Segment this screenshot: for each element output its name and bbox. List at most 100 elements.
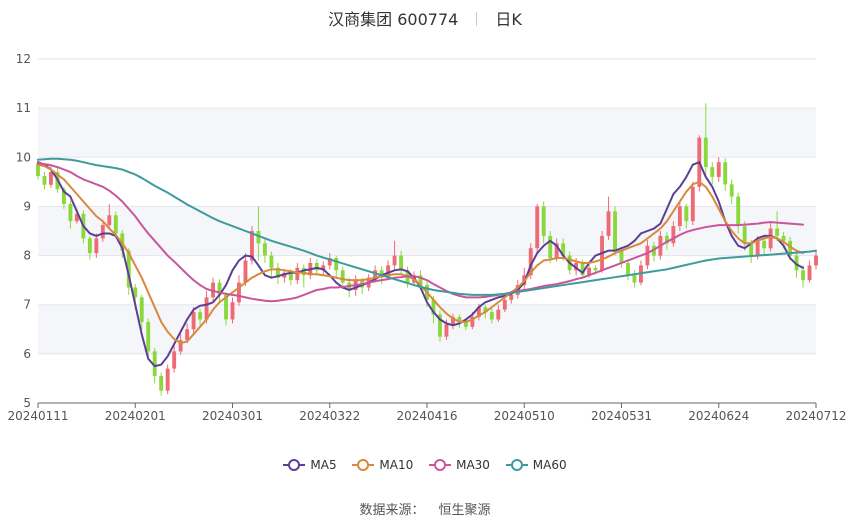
candle-body (457, 317, 462, 322)
candle-body (42, 175, 47, 185)
candle-body (613, 211, 617, 251)
x-tick-label: 20240416 (396, 409, 457, 423)
ma60-legend-icon (505, 459, 528, 471)
candle-body (476, 307, 481, 317)
candle-body (133, 287, 138, 298)
candle-body (548, 235, 553, 259)
candle-body (684, 206, 689, 222)
legend-item-ma30[interactable]: MA30 (429, 458, 490, 472)
candle-body (438, 314, 442, 337)
y-tick-label: 7 (23, 298, 31, 312)
candle-body (256, 231, 261, 244)
candle-body (327, 258, 332, 266)
candle-body (275, 267, 280, 278)
candle-body (742, 226, 747, 244)
candle-body (301, 267, 306, 276)
candle-body (418, 275, 423, 286)
candle-body (541, 206, 546, 236)
chart-legend: MA5 MA10 MA30 MA60 (0, 458, 850, 474)
candle-body (781, 235, 786, 241)
candle-body (703, 137, 708, 168)
candle-body (561, 243, 566, 256)
ma10-legend-icon (352, 459, 375, 471)
x-tick-label: 20240201 (105, 409, 166, 423)
candle-body (814, 255, 818, 266)
legend-label: MA30 (456, 458, 490, 472)
candle-body (250, 231, 254, 261)
y-tick-label: 8 (23, 249, 31, 263)
candle-body (619, 250, 624, 263)
legend-item-ma60[interactable]: MA60 (505, 458, 567, 472)
candle-body (606, 211, 611, 236)
candle-body (807, 265, 812, 281)
candle-body (723, 162, 728, 185)
candle-body (321, 265, 326, 271)
x-tick-label: 20240301 (202, 409, 263, 423)
candle-body (87, 238, 92, 254)
candle-body (470, 317, 475, 327)
candle-body (159, 375, 164, 391)
x-tick-label: 20240624 (688, 409, 749, 423)
candle-body (626, 262, 630, 276)
y-tick-label: 11 (16, 101, 31, 115)
ma30-legend-icon (429, 459, 452, 471)
candle-body (794, 255, 799, 271)
candle-body (768, 228, 773, 249)
candle-body (729, 184, 734, 197)
ma5-legend-icon (283, 459, 306, 471)
candle-body (535, 206, 540, 249)
candle-body (126, 250, 131, 288)
candle-body (736, 196, 741, 227)
legend-item-ma5[interactable]: MA5 (283, 458, 337, 472)
candle-body (775, 228, 780, 236)
candle-body (100, 225, 105, 239)
candle-body (230, 302, 235, 320)
legend-item-ma10[interactable]: MA10 (352, 458, 413, 472)
candle-body (710, 167, 715, 177)
candle-body (463, 321, 468, 327)
candle-body (36, 163, 40, 176)
y-tick-label: 9 (23, 199, 31, 213)
grid-band (38, 59, 816, 109)
candle-body (49, 172, 53, 185)
y-tick-label: 10 (16, 150, 31, 164)
legend-label: MA5 (310, 458, 337, 472)
candle-body (185, 329, 190, 341)
y-tick-label: 12 (16, 52, 31, 66)
candle-body (762, 240, 767, 249)
candle-body (379, 270, 384, 278)
candle-body (509, 294, 514, 300)
grid-band (38, 304, 816, 354)
candle-body (716, 162, 721, 177)
candle-body (314, 262, 319, 271)
candle-body (392, 255, 397, 266)
candle-body (632, 275, 637, 283)
candle-body (191, 312, 196, 330)
x-tick-label: 20240111 (7, 409, 68, 423)
candle-body (152, 351, 157, 376)
candle-body (664, 235, 669, 244)
candle-body (496, 309, 501, 320)
candle-body (172, 351, 177, 369)
candle-body (431, 299, 436, 315)
stock-title: 汉商集团 600774 (328, 10, 459, 29)
y-tick-label: 5 (23, 396, 31, 410)
x-tick-label: 20240531 (591, 409, 652, 423)
chart-title: 汉商集团 600774 日K (0, 6, 850, 30)
grid-band (38, 206, 816, 256)
grid-band (38, 157, 816, 207)
data-source: 数据来源： 恒生聚源 (0, 499, 850, 518)
candle-body (450, 317, 455, 325)
candle-body (677, 206, 682, 227)
candle-body (554, 243, 559, 259)
candle-body (399, 255, 404, 271)
candle-body (94, 238, 99, 254)
candle-body (587, 267, 592, 276)
candle-body (68, 203, 73, 222)
candle-body (74, 213, 79, 222)
candle-body (262, 243, 267, 256)
candle-body (269, 255, 274, 268)
candle-body (146, 321, 151, 352)
grid-band (38, 108, 816, 158)
